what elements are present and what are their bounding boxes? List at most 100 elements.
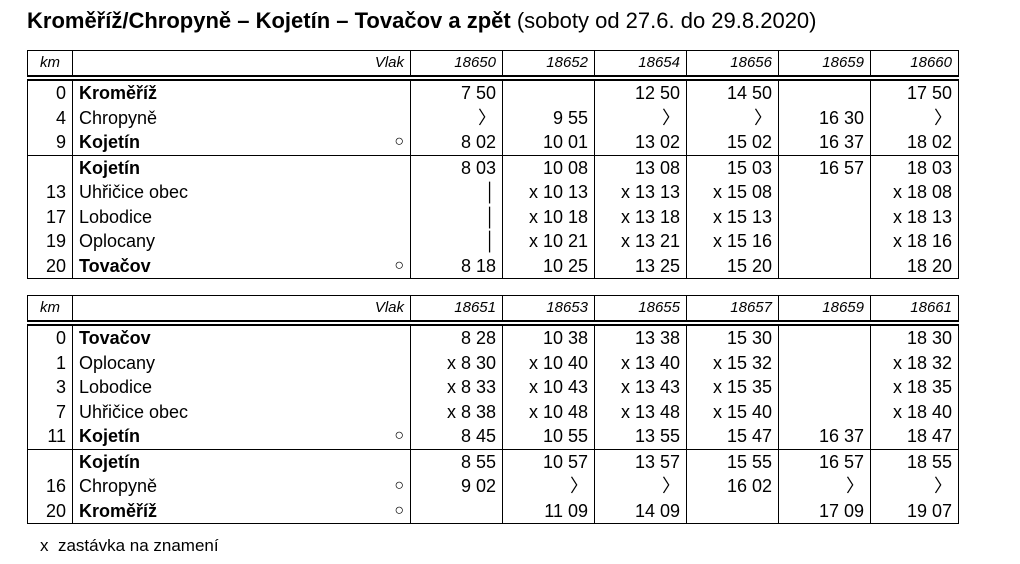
time: 15 02 bbox=[726, 132, 772, 153]
time-cell: 〉 bbox=[870, 105, 959, 130]
time-cell: 14 50 bbox=[686, 77, 779, 106]
station-row: 17 Lobodice │ x 10 18 x 13 18 x 15 13 x 18 13 bbox=[27, 204, 959, 229]
time-cell: 15 30 bbox=[686, 322, 779, 351]
time-cell: 10 01 bbox=[502, 130, 595, 155]
station-cell: Kojetín bbox=[72, 448, 411, 474]
train-number: 18653 bbox=[502, 295, 595, 326]
time: 8 55 bbox=[460, 451, 496, 472]
time-cell: x 18 16 bbox=[870, 229, 959, 254]
km-cell: 1 bbox=[27, 350, 73, 375]
station-name: Tovačov bbox=[79, 328, 151, 349]
station-row: 4 Chropyně 〉 9 55 〉 〉 16 30 〉 bbox=[27, 105, 959, 130]
time-cell: x 18 35 bbox=[870, 375, 959, 400]
time-cell bbox=[778, 180, 871, 205]
time-cell: 17 50 bbox=[870, 77, 959, 106]
time-cell: 8 55 bbox=[410, 448, 503, 474]
time: x 13 48 bbox=[620, 401, 680, 422]
km-cell: 4 bbox=[27, 105, 73, 130]
km-cell: 16 bbox=[27, 474, 73, 499]
time: 15 03 bbox=[726, 157, 772, 178]
time-cell bbox=[686, 498, 779, 524]
time-cell: 15 55 bbox=[686, 448, 779, 474]
time: │ bbox=[484, 206, 496, 227]
time: 18 20 bbox=[906, 255, 952, 276]
time: 10 08 bbox=[542, 157, 588, 178]
time-cell: x 8 38 bbox=[410, 399, 503, 424]
km: 9 bbox=[55, 132, 66, 153]
time: 〉 bbox=[934, 107, 952, 128]
time-cell: 8 18 bbox=[410, 253, 503, 279]
time: 15 20 bbox=[726, 255, 772, 276]
time: 13 57 bbox=[634, 451, 680, 472]
km: 17 bbox=[45, 206, 66, 227]
stop-mark: ○ bbox=[394, 256, 404, 274]
time-cell: 7 50 bbox=[410, 77, 503, 106]
train-number: 18650 bbox=[410, 50, 503, 81]
station-row: 0 Tovačov 8 28 10 38 13 38 15 30 18 30 bbox=[27, 322, 959, 351]
time-cell: x 15 13 bbox=[686, 204, 779, 229]
time: 16 37 bbox=[818, 426, 864, 447]
train-number: 18659 bbox=[778, 295, 871, 326]
time-cell: 9 55 bbox=[502, 105, 595, 130]
time: 8 03 bbox=[460, 157, 496, 178]
time: 14 50 bbox=[726, 83, 772, 104]
time: 14 09 bbox=[634, 500, 680, 521]
time-cell: x 10 40 bbox=[502, 350, 595, 375]
km-cell bbox=[27, 154, 73, 180]
time-cell bbox=[410, 498, 503, 524]
km: 20 bbox=[45, 255, 66, 276]
km-cell: 20 bbox=[27, 498, 73, 524]
station-cell: Kojetín bbox=[72, 154, 411, 180]
header-row: km Vlak 18650 18652 18654 18656 18659 18660 bbox=[27, 50, 959, 81]
time: 7 50 bbox=[460, 83, 496, 104]
table-body: km Vlak 18650 18652 18654 18656 18659 18660 0 Kro… bbox=[27, 50, 959, 279]
station-row: 11 ○ Kojetín 8 45 10 55 13 55 15 47 16 37 18 47 bbox=[27, 424, 959, 449]
time: 13 55 bbox=[634, 426, 680, 447]
time-cell bbox=[778, 375, 871, 400]
time-cell: x 15 35 bbox=[686, 375, 779, 400]
time-cell: 16 02 bbox=[686, 474, 779, 499]
station-row: 9 ○ Kojetín 8 02 10 01 13 02 15 02 16 37 18 02 bbox=[27, 130, 959, 155]
station-cell: ○ Kojetín bbox=[72, 424, 411, 449]
time-cell: x 15 32 bbox=[686, 350, 779, 375]
station-row: Kojetín 8 55 10 57 13 57 15 55 16 57 18 55 bbox=[27, 448, 959, 474]
time: 16 57 bbox=[818, 451, 864, 472]
time-cell bbox=[778, 253, 871, 279]
station-cell: Chropyně bbox=[72, 105, 411, 130]
time: 18 03 bbox=[906, 157, 952, 178]
time: 19 07 bbox=[906, 500, 952, 521]
header-km: km bbox=[27, 50, 73, 81]
time: x 18 13 bbox=[892, 206, 952, 227]
km-cell: 19 bbox=[27, 229, 73, 254]
station-row: 7 Uhřičice obec x 8 38 x 10 48 x 13 48 x 15 4… bbox=[27, 399, 959, 424]
station-name: Oplocany bbox=[79, 352, 156, 373]
time: x 10 48 bbox=[528, 401, 588, 422]
time-cell: x 8 33 bbox=[410, 375, 503, 400]
time: │ bbox=[484, 231, 496, 252]
time: 13 02 bbox=[634, 132, 680, 153]
station-row: 20 ○ Kroměříž 11 09 14 09 17 09 19 07 bbox=[27, 498, 959, 524]
time-cell: 〉 bbox=[594, 105, 687, 130]
time: 〉 bbox=[754, 107, 772, 128]
time: x 18 32 bbox=[892, 352, 952, 373]
time: x 15 08 bbox=[712, 182, 772, 203]
km: 1 bbox=[55, 352, 66, 373]
time-cell: 18 47 bbox=[870, 424, 959, 449]
time-cell bbox=[778, 350, 871, 375]
stop-mark: ○ bbox=[394, 501, 404, 519]
time: 15 47 bbox=[726, 426, 772, 447]
km: 3 bbox=[55, 377, 66, 398]
time: 13 08 bbox=[634, 157, 680, 178]
time-cell bbox=[778, 399, 871, 424]
time: 18 02 bbox=[906, 132, 952, 153]
time-cell: 13 25 bbox=[594, 253, 687, 279]
time-cell: x 18 13 bbox=[870, 204, 959, 229]
time: 9 55 bbox=[552, 107, 588, 128]
footnote: x zastávka na znamení bbox=[40, 536, 219, 555]
km: 16 bbox=[45, 476, 66, 497]
time: x 13 13 bbox=[620, 182, 680, 203]
station-name: Kojetín bbox=[79, 132, 140, 153]
time-cell: x 10 43 bbox=[502, 375, 595, 400]
time: 16 57 bbox=[818, 157, 864, 178]
train-number: 18655 bbox=[594, 295, 687, 326]
